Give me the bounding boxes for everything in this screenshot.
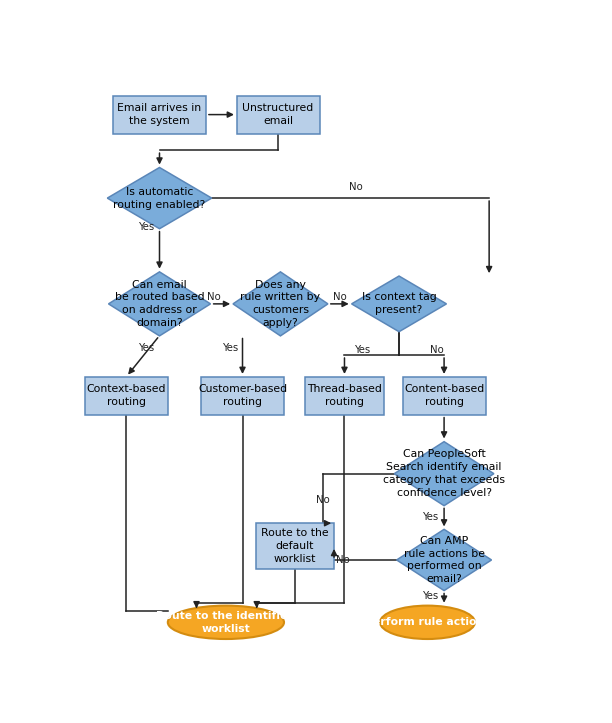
Text: No: No <box>349 182 363 192</box>
Text: No: No <box>333 291 346 301</box>
Text: Is context tag
present?: Is context tag present? <box>362 293 436 315</box>
Polygon shape <box>108 272 211 336</box>
Ellipse shape <box>380 606 475 639</box>
Text: No: No <box>336 555 350 565</box>
Text: Thread-based
routing: Thread-based routing <box>307 385 382 407</box>
Text: Customer-based
routing: Customer-based routing <box>198 385 287 407</box>
Text: Can PeopleSoft
Search identify email
category that exceeds
confidence level?: Can PeopleSoft Search identify email cat… <box>383 450 505 498</box>
FancyBboxPatch shape <box>237 95 319 134</box>
Text: Does any
rule written by
customers
apply?: Does any rule written by customers apply… <box>241 280 321 328</box>
FancyBboxPatch shape <box>201 377 284 415</box>
FancyBboxPatch shape <box>256 523 334 569</box>
FancyBboxPatch shape <box>305 377 384 415</box>
Text: Can AMP
rule actions be
performed on
email?: Can AMP rule actions be performed on ema… <box>403 536 485 584</box>
FancyBboxPatch shape <box>403 377 485 415</box>
Text: Route to the
default
worklist: Route to the default worklist <box>261 529 329 564</box>
Polygon shape <box>394 442 494 505</box>
Text: Yes: Yes <box>423 512 439 521</box>
Text: No: No <box>316 495 330 505</box>
Text: No: No <box>207 291 221 301</box>
Polygon shape <box>107 168 212 228</box>
Text: Is automatic
routing enabled?: Is automatic routing enabled? <box>113 187 206 210</box>
Text: Yes: Yes <box>223 343 239 354</box>
Text: Unstructured
email: Unstructured email <box>242 103 314 126</box>
Polygon shape <box>397 529 491 591</box>
FancyBboxPatch shape <box>113 95 206 134</box>
Text: Can email
be routed based
on address or
domain?: Can email be routed based on address or … <box>114 280 204 328</box>
Text: Context-based
routing: Context-based routing <box>86 385 166 407</box>
Text: No: No <box>430 345 444 354</box>
Text: Content-based
routing: Content-based routing <box>404 385 484 407</box>
Text: Yes: Yes <box>138 222 155 232</box>
Polygon shape <box>233 272 328 336</box>
Polygon shape <box>352 276 447 332</box>
Text: Perform rule actions: Perform rule actions <box>365 617 490 628</box>
Text: Yes: Yes <box>138 343 155 354</box>
Text: Yes: Yes <box>356 345 371 354</box>
Text: Email arrives in
the system: Email arrives in the system <box>118 103 201 126</box>
Text: Yes: Yes <box>423 591 439 601</box>
FancyBboxPatch shape <box>85 377 168 415</box>
Text: Route to the identified
worklist: Route to the identified worklist <box>156 611 296 634</box>
Ellipse shape <box>168 606 284 639</box>
